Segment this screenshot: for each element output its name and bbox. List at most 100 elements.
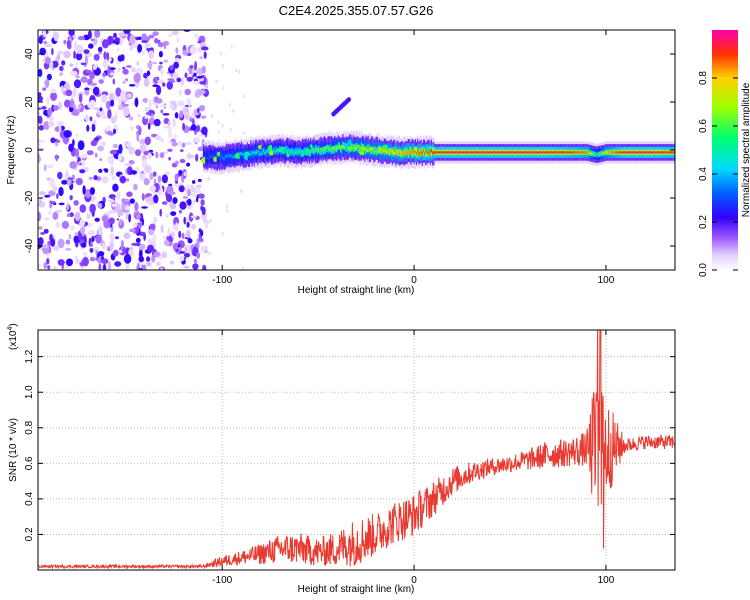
noise-blob — [192, 118, 195, 126]
noise-blob — [38, 139, 42, 144]
noise-blob — [48, 116, 55, 121]
noise-blob — [217, 120, 220, 125]
ridge-cell — [330, 148, 333, 152]
ridge-cell — [205, 155, 207, 159]
ridge-cell — [630, 151, 632, 154]
noise-blob — [163, 239, 170, 246]
ridge-cell — [577, 151, 579, 154]
noise-blob — [139, 231, 146, 237]
noise-blob — [97, 46, 103, 53]
noise-blob — [134, 202, 139, 212]
noise-blob — [198, 228, 202, 233]
noise-blob — [98, 52, 102, 55]
noise-blob — [198, 134, 204, 137]
ridge-cell — [254, 151, 257, 155]
ridge-cell — [231, 155, 234, 159]
ridge-cell — [296, 151, 298, 155]
ridge-cell — [398, 149, 401, 153]
ridge-cell — [288, 148, 290, 152]
noise-blob — [196, 196, 199, 203]
noise-blob — [110, 166, 115, 176]
noise-blob — [196, 251, 201, 259]
ridge-cell — [477, 151, 479, 154]
noise-blob — [181, 142, 186, 148]
ridge-cell — [574, 151, 577, 154]
noise-blob — [97, 251, 105, 257]
ridge-cell — [365, 146, 367, 155]
ridge-cell — [369, 146, 372, 155]
ridge-cell — [367, 145, 369, 153]
ridge-cell — [359, 148, 361, 152]
ridge-cell — [256, 151, 258, 155]
noise-blob — [161, 251, 168, 259]
ridge-cell — [386, 147, 388, 155]
noise-blob — [178, 185, 185, 193]
noise-blob — [43, 228, 49, 234]
ridge-cell — [305, 148, 307, 156]
ridge-cell — [317, 148, 319, 152]
noise-blob — [51, 47, 54, 56]
noise-blob — [130, 170, 137, 175]
snr-y-tick-label: 0.8 — [24, 420, 35, 434]
noise-blob — [152, 84, 159, 88]
noise-blob — [90, 140, 98, 147]
ridge-cell — [393, 151, 395, 155]
noise-blob — [94, 30, 101, 38]
ridge-cell — [260, 152, 262, 156]
noise-blob — [38, 95, 43, 102]
snr-series-line — [38, 330, 675, 570]
noise-blob — [122, 106, 130, 117]
ridge-cell — [580, 151, 582, 154]
noise-blob — [153, 216, 158, 224]
noise-blob — [166, 185, 174, 194]
ridge-cell — [405, 149, 407, 153]
ridge-cell — [295, 147, 297, 156]
ridge-cell — [510, 151, 512, 154]
noise-blob — [176, 77, 182, 83]
noise-blob — [71, 110, 79, 116]
noise-blob — [45, 44, 52, 47]
noise-blob — [108, 217, 115, 225]
noise-blob — [38, 36, 43, 44]
noise-blob — [169, 80, 176, 83]
ridge-cell — [421, 147, 424, 155]
noise-blob — [65, 239, 71, 245]
noise-blob — [57, 259, 65, 266]
noise-blob — [38, 111, 41, 117]
noise-blob — [101, 94, 107, 103]
ridge-cell — [290, 149, 292, 153]
noise-blob — [97, 202, 103, 209]
noise-blob — [128, 146, 135, 155]
noise-blob — [50, 91, 58, 101]
ridge-cell — [387, 148, 389, 152]
ridge-blob — [292, 149, 296, 154]
noise-blob — [201, 46, 209, 51]
ridge-cell — [448, 151, 450, 154]
noise-blob — [120, 90, 128, 100]
noise-blob — [168, 33, 173, 38]
ridge-cell — [513, 151, 516, 154]
ridge-cell — [650, 151, 653, 154]
noise-blob — [159, 61, 163, 65]
noise-blob — [49, 201, 56, 204]
noise-blob — [182, 122, 186, 131]
noise-blob — [135, 237, 141, 243]
ridge-cell — [414, 149, 417, 153]
ridge-cell — [326, 146, 328, 150]
noise-blob — [47, 107, 53, 116]
ridge-cell — [215, 154, 218, 158]
noise-blob — [178, 89, 182, 97]
ridge-cell — [368, 143, 371, 152]
ridge-cell — [366, 149, 368, 153]
noise-blob — [203, 51, 207, 59]
noise-blob — [122, 66, 126, 70]
noise-blob — [43, 217, 50, 221]
spectrogram-y-tick-label: -20 — [24, 190, 35, 205]
ridge-cell — [634, 151, 637, 154]
noise-blob — [165, 213, 169, 218]
noise-blob — [149, 172, 154, 180]
noise-blob — [187, 68, 192, 72]
ridge-cell — [564, 151, 566, 154]
ridge-cell — [358, 145, 360, 154]
noise-blob — [136, 132, 140, 142]
